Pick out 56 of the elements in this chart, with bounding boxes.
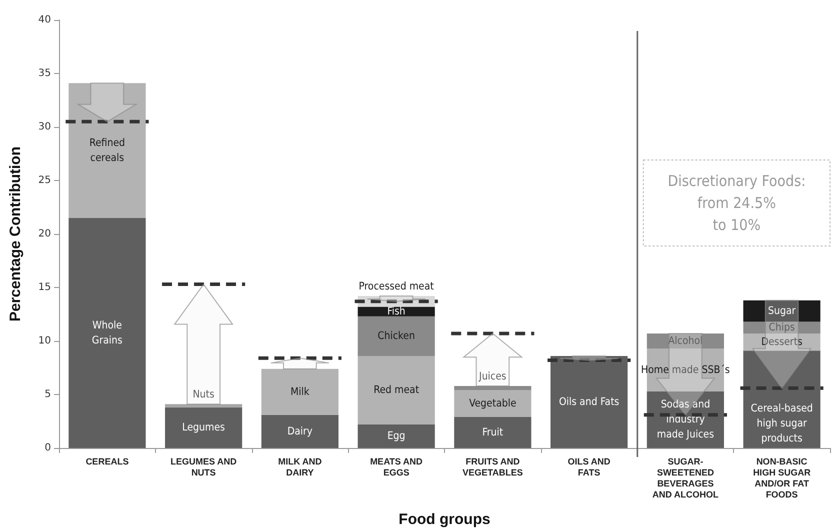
bar [165, 407, 242, 448]
data-label: Sugar [768, 305, 796, 318]
bar [454, 390, 532, 417]
data-label: Red meat [374, 384, 420, 396]
data-label: Fish [387, 306, 406, 318]
y-tick-label: 15 [38, 282, 51, 293]
y-tick-label: 10 [38, 336, 51, 346]
y-tick-label: 35 [38, 68, 51, 79]
y-tick-label: 0 [44, 442, 51, 454]
y-tick-label: 20 [38, 228, 51, 240]
bar [743, 322, 820, 334]
data-label: Vegetable [469, 398, 516, 410]
bar [454, 416, 532, 448]
x-tick-label: FRUITS AND VEGETABLES [462, 456, 523, 478]
bar [358, 316, 435, 356]
bar [261, 414, 338, 448]
y-tick-label: 5 [44, 389, 51, 400]
data-label: Oils and Fats [558, 396, 620, 408]
data-label: Juices [478, 370, 506, 382]
data-label: Chicken [378, 330, 415, 342]
x-axis-title: Food groups [398, 511, 490, 528]
y-tick-label: 40 [38, 14, 51, 26]
data-label: Whole Grains [92, 319, 123, 346]
bar [68, 218, 146, 448]
bar [550, 356, 628, 448]
bar [743, 300, 820, 322]
x-tick-label: CEREALS [86, 456, 129, 466]
data-label: Cereal-based high sugar products [750, 402, 813, 444]
x-tick-label: MEATS AND EGGS [370, 456, 424, 478]
data-label: Alcohol [668, 335, 703, 347]
x-tick-label: LEGUMES AND NUTS [170, 456, 238, 478]
bar [358, 356, 435, 424]
data-label: Dairy [287, 425, 313, 438]
data-label: Processed meat [358, 280, 434, 293]
data-label: Milk [290, 386, 310, 398]
data-label: Desserts [761, 336, 803, 348]
data-label: Home made SSB´s [641, 364, 730, 376]
x-tick-label: MILK AND DAIRY [278, 456, 322, 478]
x-tick-label: OILS AND FATS [568, 456, 611, 478]
data-label: Egg [387, 430, 406, 442]
data-label: Refined cereals [89, 137, 126, 164]
data-label: Legumes [182, 422, 226, 434]
data-label: Chips [768, 322, 795, 334]
annotation: Discretionary Foods: from 24.5% to 10% [668, 172, 806, 234]
y-tick-label: 25 [38, 175, 51, 186]
bar [68, 83, 146, 218]
data-label: Nuts [192, 388, 214, 401]
bar [454, 386, 532, 390]
y-tick-label: 30 [38, 122, 51, 132]
bar [646, 334, 724, 348]
bar [165, 404, 242, 408]
y-axis-title: Percentage Contribution [7, 146, 24, 322]
data-label: Fruit [482, 426, 504, 438]
x-tick-label: NON-BASIC HIGH SUGAR AND/OR FAT FOODS [753, 456, 812, 500]
x-tick-label: SUGAR- SWEETENED BEVERAGES AND ALCOHOL [652, 456, 720, 500]
bar [358, 424, 435, 448]
